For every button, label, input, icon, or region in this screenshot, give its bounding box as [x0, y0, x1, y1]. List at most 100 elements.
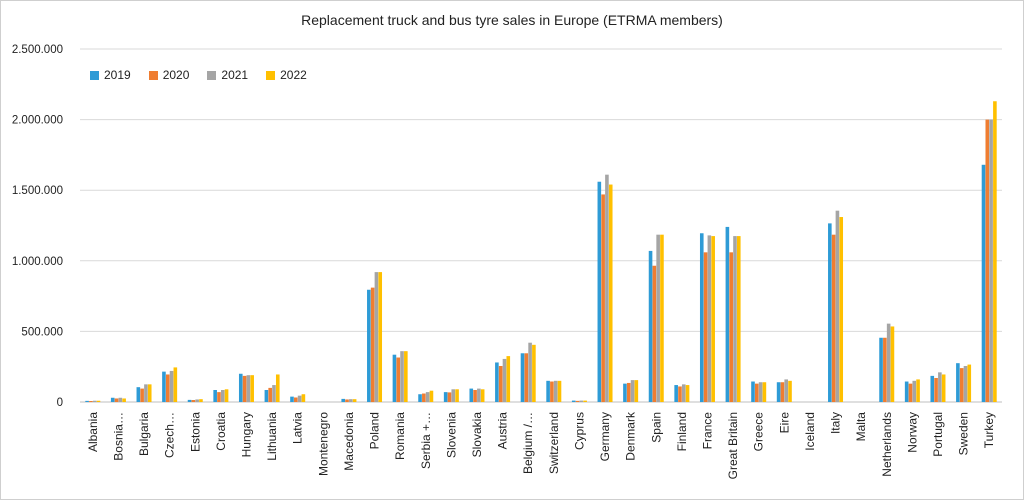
bar-2020: [447, 392, 452, 402]
bar-2021: [144, 384, 148, 402]
legend-swatch-2020: [148, 70, 158, 80]
bar-2020: [575, 400, 580, 402]
bar-2021: [477, 388, 481, 402]
bar-2022: [634, 380, 639, 402]
x-category-label: Portugal: [931, 412, 945, 457]
bar-2021: [605, 174, 609, 402]
bar-2019: [162, 371, 166, 402]
bar-2021: [963, 365, 968, 402]
bar-2020: [883, 337, 887, 402]
bar-2021: [502, 358, 507, 402]
bar-2021: [297, 395, 302, 402]
x-category-label: Iceland: [803, 412, 817, 451]
x-category-label: Malta: [854, 412, 868, 442]
bar-2019: [930, 375, 935, 402]
bar-2020: [345, 399, 349, 402]
bar-2019: [85, 400, 89, 402]
bar-2022: [711, 236, 715, 402]
x-category-label: Switzerland: [547, 412, 561, 474]
bar-2022: [736, 236, 741, 402]
bar-2019: [392, 354, 397, 402]
bar-2021: [989, 119, 993, 402]
bar-2022: [429, 390, 434, 402]
bar-2022: [941, 374, 946, 402]
bar-2022: [275, 374, 280, 402]
bar-2021: [400, 351, 404, 402]
bar-2022: [250, 375, 254, 402]
bar-2021: [681, 384, 686, 402]
bar-2020: [985, 119, 990, 402]
bar-2022: [352, 399, 357, 402]
bar-2022: [480, 389, 485, 402]
bar-2019: [264, 389, 269, 402]
bar-2019: [956, 363, 960, 402]
bar-2020: [498, 365, 503, 402]
bar-2019: [828, 223, 832, 402]
bar-2022: [173, 367, 178, 402]
bar-2019: [879, 337, 883, 402]
bar-2022: [122, 398, 126, 402]
bar-2021: [630, 380, 635, 402]
x-category-label: Cyprus: [572, 412, 586, 450]
bar-2020: [908, 383, 913, 402]
bar-2019: [597, 181, 602, 402]
x-category-label: Hungary: [239, 412, 253, 457]
bar-2021: [835, 210, 840, 402]
bar-2021: [92, 400, 97, 402]
y-tick-label: 0: [57, 397, 63, 409]
x-category-label: Great Britain: [726, 412, 740, 479]
x-category-label: Germany: [598, 412, 612, 461]
x-category-label: Denmark: [624, 411, 638, 461]
bar-2021: [886, 323, 891, 402]
bar-2022: [660, 234, 664, 402]
chart-title: Replacement truck and bus tyre sales in …: [301, 12, 723, 28]
x-category-label: Norway: [905, 412, 919, 453]
bar-2021: [349, 399, 353, 402]
bar-2019: [136, 387, 141, 402]
bar-2021: [272, 385, 276, 402]
bar-2021: [912, 380, 917, 402]
x-category-label: Belgium /…: [521, 412, 535, 474]
bar-2020: [217, 392, 221, 402]
bar-2020: [242, 375, 247, 402]
bar-2019: [187, 399, 192, 402]
bar-2022: [762, 382, 767, 402]
bar-2019: [981, 164, 986, 402]
bar-2019: [495, 362, 499, 402]
x-category-label: Croatia: [214, 412, 228, 451]
bar-2021: [553, 380, 558, 402]
x-category-label: Serbia +…: [419, 412, 433, 469]
legend-item-2021: 2021: [207, 68, 248, 82]
bar-2022: [404, 351, 408, 402]
y-tick-label: 2.500.000: [12, 44, 63, 56]
y-tick-label: 2.000.000: [12, 115, 63, 127]
bar-2022: [506, 356, 511, 402]
x-category-label: Latvia: [291, 412, 305, 444]
bar-2019: [341, 398, 346, 402]
bar-2020: [524, 353, 529, 402]
bar-2020: [422, 393, 426, 402]
bar-2020: [934, 377, 938, 402]
bar-2022: [916, 379, 920, 402]
legend-item-2022: 2022: [266, 68, 307, 82]
x-category-label: Turkey: [982, 412, 996, 448]
x-category-label: Spain: [649, 412, 663, 443]
bar-2019: [367, 289, 371, 402]
x-category-label: Bulgaria: [137, 412, 151, 456]
bar-2020: [601, 194, 605, 402]
bar-2020: [140, 388, 144, 402]
bar-2019: [776, 382, 781, 402]
bar-2020: [191, 400, 196, 402]
x-category-label: Albania: [86, 412, 100, 452]
bar-2020: [396, 357, 401, 402]
bar-2020: [89, 401, 93, 402]
bar-2021: [374, 272, 379, 402]
bar-2021: [528, 342, 532, 402]
legend-swatch-2022: [266, 70, 276, 80]
x-category-label: Czech…: [163, 412, 177, 458]
x-category-label: Montenegro: [316, 412, 330, 476]
bar-2019: [904, 381, 909, 402]
bar-2020: [831, 234, 836, 402]
x-category-label: France: [700, 412, 714, 450]
